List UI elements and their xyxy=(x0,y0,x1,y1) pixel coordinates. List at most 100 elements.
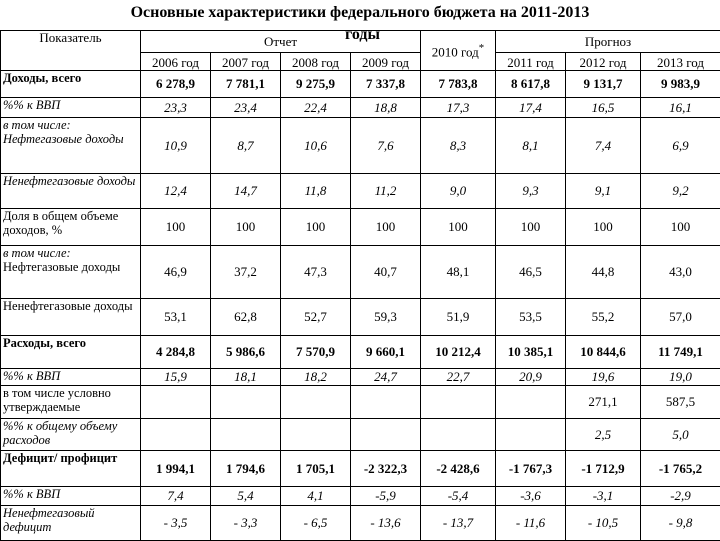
value: 24,7 xyxy=(374,369,397,384)
value: 12,4 xyxy=(164,183,187,198)
value-cell: 55,2 xyxy=(566,299,641,336)
value: 4,1 xyxy=(307,488,323,503)
value: 271,1 xyxy=(588,394,617,409)
value: 7 781,1 xyxy=(226,76,265,91)
value-cell: 10 385,1 xyxy=(496,336,566,369)
value-cell: 8 617,8 xyxy=(496,71,566,98)
value-cell: 9 660,1 xyxy=(351,336,421,369)
value: 100 xyxy=(236,219,256,234)
value-cell: 11 749,1 xyxy=(641,336,720,369)
value-cell: 19,6 xyxy=(566,369,641,386)
value: 46,9 xyxy=(164,264,187,279)
value: 8,1 xyxy=(522,138,538,153)
row-label: в том числе:Нефтегазовые доходы xyxy=(1,246,141,299)
value: 40,7 xyxy=(374,264,397,279)
value: 8,3 xyxy=(450,138,466,153)
value-cell xyxy=(351,386,421,419)
row-label-text: Нефтегазовые доходы xyxy=(3,132,124,146)
value: 19,6 xyxy=(592,369,615,384)
value: 19,0 xyxy=(669,369,692,384)
value: 8,7 xyxy=(237,138,253,153)
value: 11 749,1 xyxy=(658,344,703,359)
value-cell: - 6,5 xyxy=(281,506,351,541)
value: 9,3 xyxy=(522,183,538,198)
value-cell: -1 712,9 xyxy=(566,451,641,487)
value: 44,8 xyxy=(592,264,615,279)
value-cell: 100 xyxy=(566,209,641,246)
value-cell: 100 xyxy=(141,209,211,246)
row-label: %% к общему объему расходов xyxy=(1,419,141,451)
value-cell: - 13,7 xyxy=(421,506,496,541)
header-cell: 2010 год* xyxy=(421,31,496,71)
value-cell: 53,1 xyxy=(141,299,211,336)
row-label-text: Расходы, всего xyxy=(3,336,86,350)
value-cell xyxy=(141,386,211,419)
value-cell: 7 783,8 xyxy=(421,71,496,98)
value-cell: 7,6 xyxy=(351,118,421,174)
value-cell: 9,1 xyxy=(566,174,641,209)
value-cell: 23,3 xyxy=(141,98,211,118)
value: 62,8 xyxy=(234,309,257,324)
row-label-text: Доля в общем объеме доходов, % xyxy=(3,209,118,237)
value-cell: - 3,5 xyxy=(141,506,211,541)
row-label-text: Ненефтегазовый дефицит xyxy=(3,506,95,534)
value-cell: - 13,6 xyxy=(351,506,421,541)
value-cell: 9,2 xyxy=(641,174,720,209)
row-label: Доходы, всего xyxy=(1,71,141,98)
header-year: 2008 год xyxy=(281,53,351,71)
footnote-mark: * xyxy=(479,42,484,54)
value-cell: 37,2 xyxy=(211,246,281,299)
value-cell: 2,5 xyxy=(566,419,641,451)
value-cell: 5,4 xyxy=(211,487,281,506)
value-cell: 9 275,9 xyxy=(281,71,351,98)
value-cell xyxy=(141,419,211,451)
value: 18,1 xyxy=(234,369,257,384)
value-cell: 7 337,8 xyxy=(351,71,421,98)
value-cell xyxy=(351,419,421,451)
value: 17,4 xyxy=(519,100,542,115)
value: 18,8 xyxy=(374,100,397,115)
budget-table: Показатель Отчет 2010 год* Прогноз 2006 … xyxy=(0,30,720,541)
value-cell: - 3,3 xyxy=(211,506,281,541)
value-cell: 18,1 xyxy=(211,369,281,386)
value-cell: -2 322,3 xyxy=(351,451,421,487)
row-label-text: Ненефтегазовые доходы xyxy=(3,299,133,313)
value-cell: 62,8 xyxy=(211,299,281,336)
value: 23,4 xyxy=(234,100,257,115)
value: 10,6 xyxy=(304,138,327,153)
value-cell: -1 767,3 xyxy=(496,451,566,487)
value-cell: 24,7 xyxy=(351,369,421,386)
table-row: Доля в общем объеме доходов, % 100 100 100 1… xyxy=(1,209,720,246)
value-cell: - 10,5 xyxy=(566,506,641,541)
value: - 13,6 xyxy=(370,515,400,530)
value: 10,9 xyxy=(164,138,187,153)
value: - 13,7 xyxy=(443,515,473,530)
value: 46,5 xyxy=(519,264,542,279)
value: 100 xyxy=(671,219,691,234)
value-cell: 7,4 xyxy=(566,118,641,174)
value-cell: 16,5 xyxy=(566,98,641,118)
value-cell: 51,9 xyxy=(421,299,496,336)
value: - 9,8 xyxy=(669,515,693,530)
value-cell: 9,0 xyxy=(421,174,496,209)
value: 9 660,1 xyxy=(366,344,405,359)
value: 22,7 xyxy=(447,369,470,384)
header-year: 2007 год xyxy=(211,53,281,71)
row-label-text: %% к ВВП xyxy=(3,487,60,501)
value: 15,9 xyxy=(164,369,187,384)
value: 10 385,1 xyxy=(508,344,554,359)
value: 6 278,9 xyxy=(156,76,195,91)
value: 52,7 xyxy=(304,309,327,324)
value-cell: 43,0 xyxy=(641,246,720,299)
value: - 3,3 xyxy=(234,515,258,530)
value: 100 xyxy=(593,219,613,234)
value-cell: 47,3 xyxy=(281,246,351,299)
value: 16,1 xyxy=(669,100,692,115)
